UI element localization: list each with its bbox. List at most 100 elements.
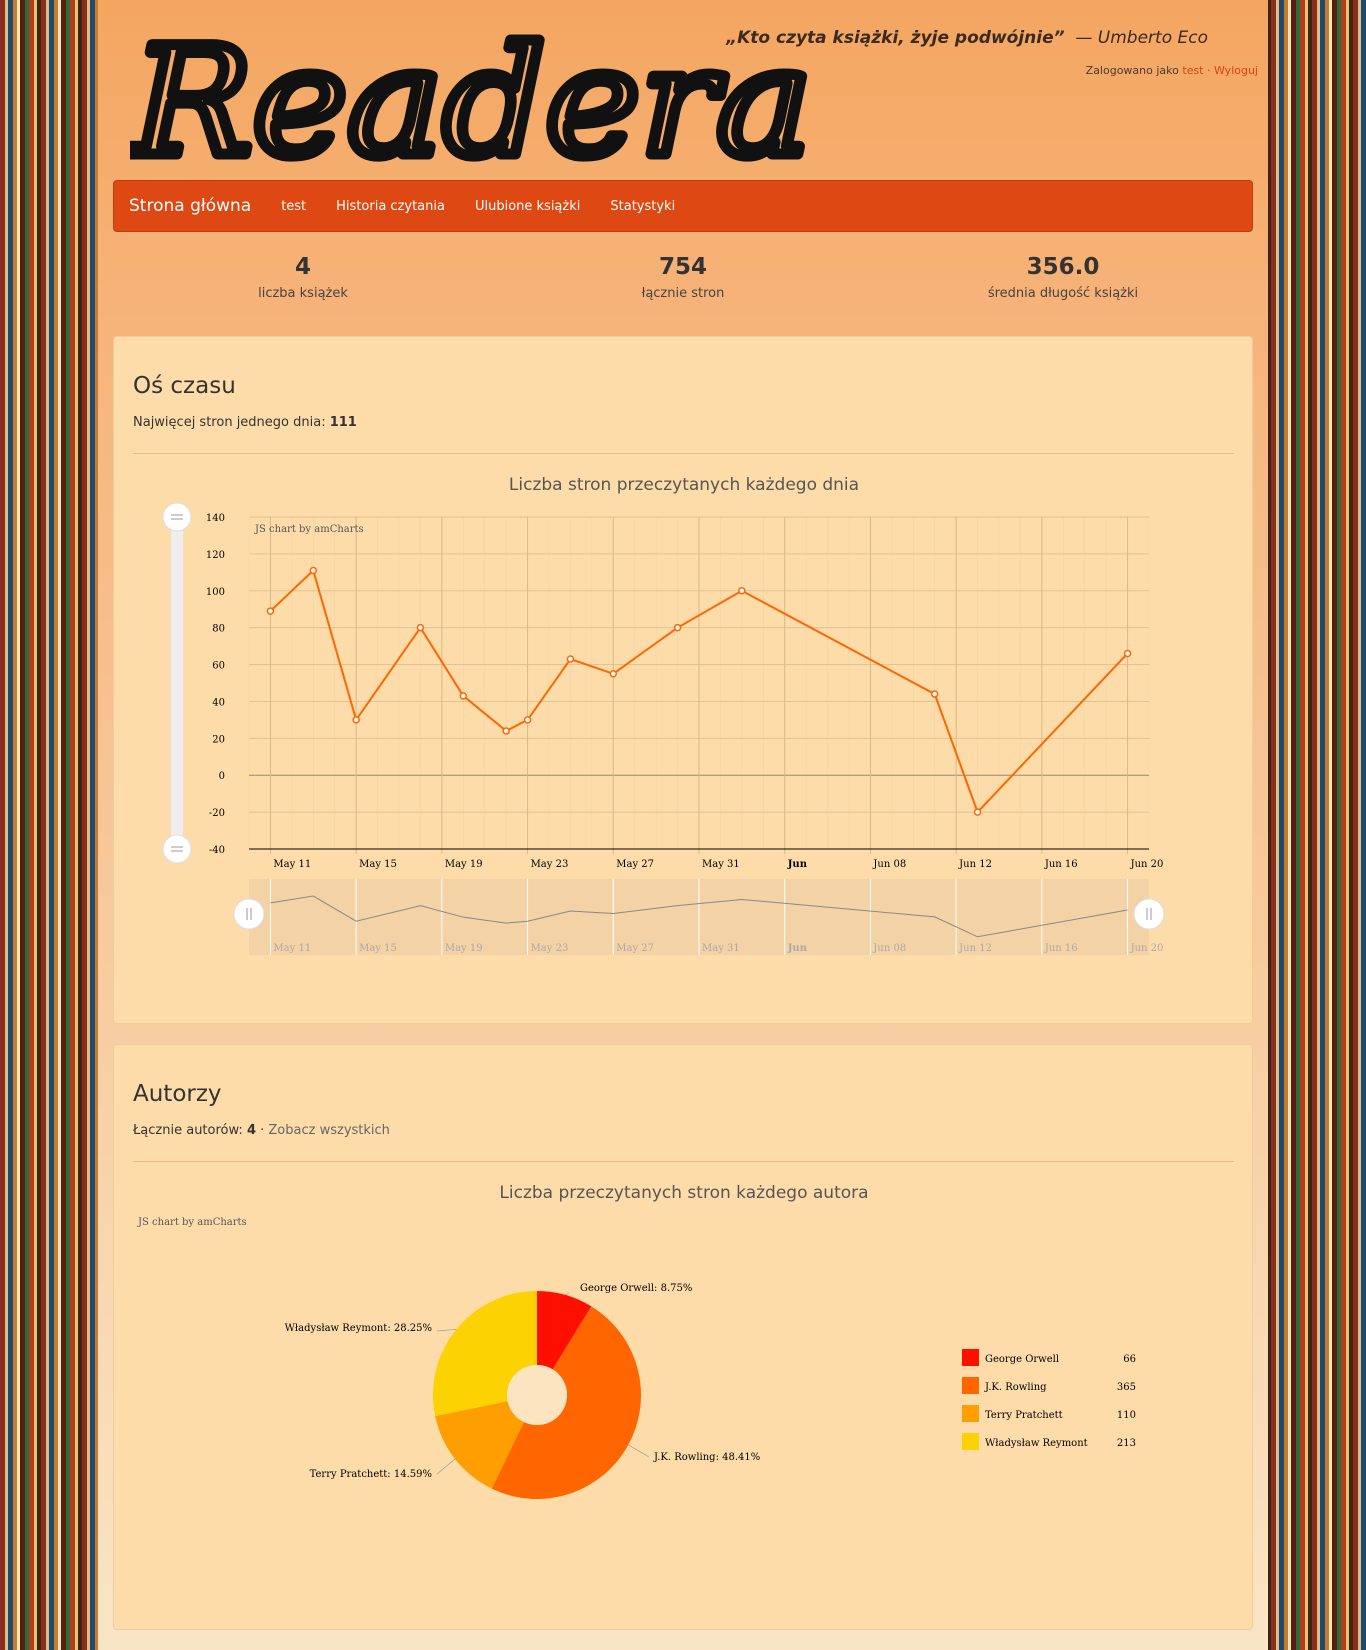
- scrollbar-tick-label: Jun 20: [1130, 943, 1164, 954]
- data-point[interactable]: [459, 692, 468, 700]
- stat-label: łącznie stron: [641, 286, 725, 301]
- y-tick-label: -40: [209, 845, 225, 856]
- stat-average-length: 356.0 średnia długość książki: [873, 252, 1253, 312]
- data-point[interactable]: [609, 670, 618, 678]
- legend-swatch[interactable]: [962, 1433, 979, 1450]
- line-chart-title: Liczba stron przeczytanych każdego dnia: [508, 475, 860, 495]
- nav-item-test[interactable]: test: [281, 198, 307, 214]
- x-tick-label: May 31: [702, 859, 740, 870]
- legend-label[interactable]: Władysław Reymont: [985, 1438, 1088, 1449]
- y-tick-label: 80: [212, 624, 225, 635]
- pie-label-line: [436, 1458, 456, 1475]
- login-separator: ·: [1207, 64, 1211, 77]
- pie-chart-title: Liczba przeczytanych stron każdego autor…: [499, 1183, 869, 1203]
- data-point[interactable]: [502, 727, 510, 735]
- data-point[interactable]: [523, 716, 532, 724]
- pie-slice[interactable]: [433, 1291, 537, 1417]
- scrollbar-tick-label: Jun 16: [1044, 943, 1078, 954]
- series-line: [269, 568, 1129, 814]
- pie-hole: [507, 1365, 567, 1425]
- logo-text: Readera: [130, 16, 812, 172]
- stat-book-count: 4 liczba książek: [113, 252, 493, 312]
- data-point[interactable]: [973, 808, 982, 816]
- scrollbar-tick-label: Jun: [787, 943, 808, 954]
- max-value: 111: [329, 415, 357, 430]
- legend-label[interactable]: J.K. Rowling: [984, 1382, 1047, 1393]
- pie-chart-credit[interactable]: JS chart by amCharts: [138, 1217, 247, 1228]
- scrollbar-handle-bottom[interactable]: [162, 834, 192, 864]
- legend-value: 66: [1123, 1354, 1136, 1365]
- scrollbar-mini-line: [270, 895, 1128, 938]
- scrollbar-handle-left[interactable]: [233, 898, 265, 930]
- login-prefix: Zalogowano jako: [1085, 64, 1179, 77]
- header-quote: „Kto czyta książki, żyje podwójnie” — Um…: [726, 28, 1208, 48]
- y-tick-label: 20: [212, 734, 225, 745]
- grip-icon: [171, 514, 183, 520]
- authors-separator: ·: [260, 1123, 265, 1138]
- nav-home-link[interactable]: Strona główna: [129, 196, 252, 216]
- timeline-panel: Oś czasu Najwięcej stron jednego dnia: 1…: [113, 336, 1253, 1024]
- x-tick-label: Jun 08: [872, 859, 906, 870]
- scrollbar-handle-right[interactable]: [1133, 898, 1165, 930]
- x-tick-label: Jun 20: [1130, 859, 1164, 870]
- stat-total-pages: 754 łącznie stron: [493, 252, 873, 312]
- y-tick-label: 140: [206, 513, 225, 524]
- main-navbar: Strona główna test Historia czytania Ulu…: [113, 180, 1253, 232]
- data-point[interactable]: [352, 716, 360, 724]
- readera-logo[interactable]: Readera: [130, 2, 820, 173]
- divider: [133, 453, 1234, 454]
- stat-value: 356.0: [1026, 254, 1100, 280]
- data-point[interactable]: [1123, 649, 1132, 658]
- user-link[interactable]: test: [1182, 64, 1204, 77]
- grip-icon: [1146, 908, 1152, 920]
- scrollbar-tick-label: May 31: [702, 943, 740, 954]
- pie-slice[interactable]: [537, 1291, 592, 1370]
- line-chart-credit[interactable]: JS chart by amCharts: [254, 524, 364, 535]
- authors-heading: Autorzy: [133, 1081, 222, 1107]
- pie-chart: George Orwell: 8.75% J.K. Rowling: 48.41%…: [285, 1283, 1136, 1499]
- data-point[interactable]: [930, 690, 939, 698]
- timeline-max-info: Najwięcej stron jednego dnia: 111: [133, 415, 357, 430]
- legend-swatch[interactable]: [962, 1349, 979, 1366]
- x-tick-label: Jun: [787, 859, 808, 870]
- legend-label[interactable]: George Orwell: [985, 1354, 1059, 1365]
- data-point[interactable]: [309, 566, 318, 575]
- pie-slice-label: J.K. Rowling: 48.41%: [653, 1452, 760, 1463]
- see-all-authors-link[interactable]: Zobacz wszystkich: [268, 1123, 390, 1138]
- page: Readera „Kto czyta książki, żyje podwójn…: [98, 0, 1268, 1650]
- vertical-scrollbar-track[interactable]: [171, 517, 183, 849]
- data-point[interactable]: [266, 607, 275, 615]
- logout-link[interactable]: Wyloguj: [1214, 64, 1258, 77]
- scrollbar-handle-top[interactable]: [162, 502, 192, 532]
- nav-item-statistics[interactable]: Statystyki: [610, 198, 676, 214]
- nav-item-reading-history[interactable]: Historia czytania: [336, 198, 445, 214]
- quote-author: — Umberto Eco: [1075, 28, 1208, 48]
- y-tick-label: 120: [206, 550, 225, 561]
- data-point[interactable]: [566, 655, 575, 663]
- x-tick-label: May 15: [359, 859, 397, 870]
- x-tick-label: May 19: [445, 859, 483, 870]
- pie-label-line: [565, 1292, 570, 1296]
- grip-icon: [171, 846, 183, 852]
- stat-label: liczba książek: [258, 286, 348, 301]
- pie-slice[interactable]: [491, 1306, 642, 1499]
- scrollbar-tick-label: May 23: [531, 943, 569, 954]
- data-point[interactable]: [738, 587, 746, 595]
- y-tick-label: -20: [209, 808, 225, 819]
- horizontal-scrollbar[interactable]: May 11 May 15 May 19 May 23 May 27 May 31 Jun J…: [233, 879, 1165, 955]
- stat-value: 754: [658, 254, 707, 280]
- pie-slice[interactable]: [435, 1401, 524, 1489]
- site-header: Readera „Kto czyta książki, żyje podwójn…: [98, 0, 1268, 178]
- scrollbar-tick-label: May 11: [273, 943, 311, 954]
- scrollbar-tick-label: May 27: [616, 943, 654, 954]
- pie-legend: George Orwell 66 J.K. Rowling 365 Terry Prat…: [962, 1349, 1136, 1450]
- legend-swatch[interactable]: [962, 1405, 979, 1422]
- legend-swatch[interactable]: [962, 1377, 979, 1394]
- legend-value: 365: [1117, 1382, 1136, 1393]
- data-point[interactable]: [416, 623, 425, 632]
- legend-value: 110: [1117, 1410, 1136, 1421]
- data-point[interactable]: [673, 623, 682, 632]
- legend-label[interactable]: Terry Pratchett: [985, 1410, 1063, 1421]
- authors-total-info: Łącznie autorów: 4 · Zobacz wszystkich: [133, 1123, 390, 1138]
- nav-item-favorite-books[interactable]: Ulubione książki: [474, 198, 581, 214]
